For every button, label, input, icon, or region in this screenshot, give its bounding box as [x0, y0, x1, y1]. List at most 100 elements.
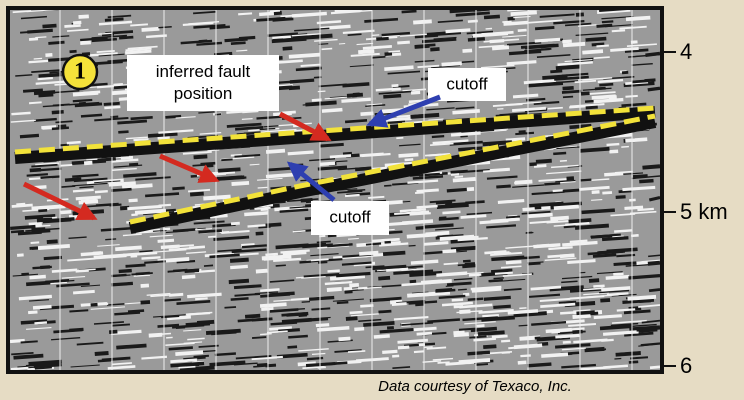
seismic-trace: [417, 206, 438, 207]
seismic-trace: [598, 80, 623, 82]
seismic-trace: [483, 346, 496, 347]
seismic-trace: [607, 293, 629, 295]
seismic-trace: [393, 272, 413, 273]
seismic-trace: [596, 45, 608, 46]
seismic-trace: [38, 78, 53, 79]
seismic-trace: [580, 149, 610, 151]
seismic-trace: [317, 241, 331, 242]
seismic-trace: [591, 200, 602, 201]
seismic-trace: [109, 183, 136, 185]
seismic-trace: [175, 352, 203, 354]
seismic-trace: [440, 237, 474, 239]
seismic-trace: [411, 261, 438, 263]
seismic-trace: [589, 280, 599, 281]
seismic-trace: [123, 174, 156, 176]
seismic-trace: [446, 30, 471, 32]
seismic-trace: [606, 277, 629, 279]
seismic-trace: [221, 159, 232, 160]
seismic-trace: [256, 271, 267, 272]
seismic-trace: [444, 263, 458, 264]
seismic-trace: [69, 310, 88, 311]
caption: Data courtesy of Texaco, Inc.: [378, 378, 572, 395]
seismic-trace: [459, 329, 476, 330]
seismic-trace: [250, 164, 260, 165]
seismic-trace: [564, 226, 576, 227]
seismic-trace: [95, 353, 109, 354]
seismic-trace: [382, 351, 397, 352]
seismic-trace: [198, 180, 208, 181]
seismic-trace: [496, 186, 510, 187]
seismic-trace: [198, 230, 221, 232]
seismic-trace: [29, 361, 62, 363]
seismic-trace: [511, 12, 537, 14]
seismic-trace: [567, 261, 595, 263]
seismic-trace: [186, 364, 199, 365]
seismic-trace: [115, 247, 141, 249]
seismic-trace: [231, 298, 249, 299]
seismic-trace: [208, 236, 216, 237]
seismic-trace: [554, 206, 579, 208]
seismic-trace: [60, 145, 69, 146]
seismic-trace: [133, 139, 148, 140]
seismic-trace: [73, 100, 92, 101]
label-line: inferred fault: [156, 62, 251, 81]
seismic-trace: [344, 289, 352, 290]
seismic-trace: [520, 355, 530, 356]
seismic-trace: [128, 311, 144, 312]
seismic-trace: [613, 274, 623, 275]
seismic-trace: [416, 228, 424, 229]
seismic-trace: [105, 19, 124, 20]
seismic-trace: [592, 44, 605, 45]
seismic-trace: [550, 218, 568, 219]
seismic-trace: [158, 27, 171, 28]
seismic-trace: [573, 332, 583, 333]
seismic-trace: [562, 91, 581, 92]
seismic-trace: [322, 49, 333, 50]
seismic-trace: [16, 205, 25, 206]
seismic-trace: [195, 298, 208, 299]
seismic-trace: [463, 50, 473, 51]
seismic-trace: [125, 51, 151, 53]
seismic-trace: [548, 108, 563, 109]
seismic-trace: [437, 205, 469, 207]
seismic-trace: [477, 325, 485, 326]
seismic-trace: [260, 289, 279, 290]
seismic-trace: [563, 88, 574, 89]
seismic-trace: [462, 265, 475, 266]
seismic-trace: [624, 311, 651, 313]
seismic-trace: [506, 262, 522, 263]
seismic-trace: [215, 353, 236, 354]
seismic-trace: [119, 37, 133, 38]
seismic-trace: [330, 155, 351, 156]
seismic-trace: [501, 341, 510, 342]
seismic-trace: [116, 345, 146, 347]
seismic-trace: [493, 306, 510, 307]
seismic-trace: [10, 340, 25, 341]
seismic-trace: [536, 161, 552, 162]
seismic-trace: [555, 335, 579, 337]
seismic-trace: [454, 306, 463, 307]
seismic-trace: [529, 164, 536, 165]
seismic-trace: [541, 354, 568, 356]
seismic-trace: [374, 336, 390, 337]
seismic-trace: [392, 304, 407, 305]
seismic-trace: [48, 42, 64, 43]
seismic-trace: [494, 278, 504, 279]
seismic-trace: [236, 50, 247, 51]
seismic-trace: [492, 47, 509, 48]
depth-label: 4: [680, 39, 692, 64]
seismic-trace: [458, 148, 482, 150]
seismic-trace: [30, 170, 41, 171]
seismic-trace: [476, 364, 488, 365]
seismic-trace: [534, 166, 546, 167]
seismic-trace: [508, 347, 527, 348]
seismic-trace: [436, 202, 452, 203]
seismic-trace: [411, 271, 433, 273]
seismic-trace: [621, 104, 646, 106]
seismic-trace: [210, 27, 230, 28]
seismic-trace: [44, 257, 62, 258]
seismic-trace: [296, 165, 303, 166]
seismic-trace: [359, 253, 378, 254]
seismic-trace: [229, 281, 249, 282]
seismic-trace: [11, 231, 24, 232]
